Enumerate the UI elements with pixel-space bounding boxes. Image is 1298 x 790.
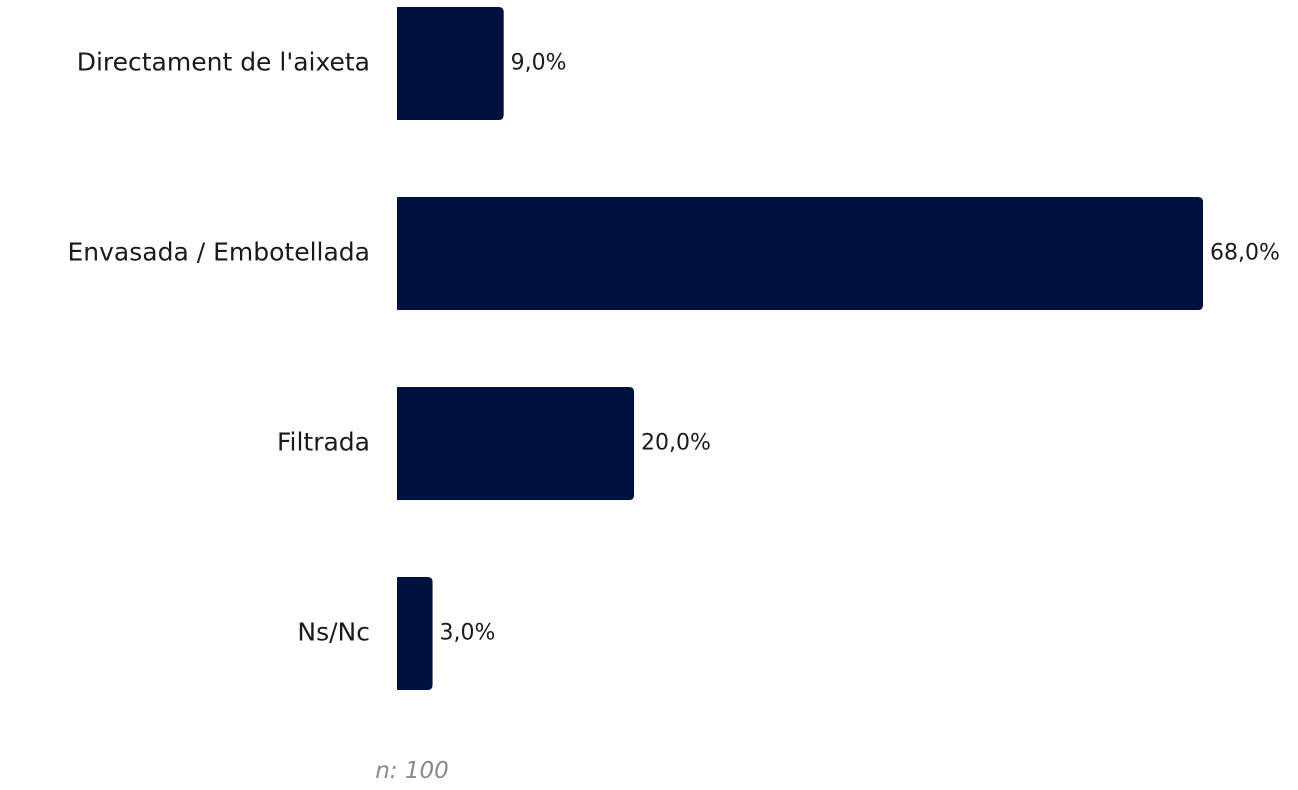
- category-label-ns-nc: Ns/Nc: [297, 618, 370, 647]
- category-label-envasada-embotellada: Envasada / Embotellada: [67, 238, 370, 267]
- bar-envasada-embotellada: [397, 197, 1203, 310]
- value-label-envasada-embotellada: 68,0%: [1210, 241, 1280, 266]
- bar-ns-nc: [397, 577, 433, 690]
- value-label-filtrada: 20,0%: [641, 431, 711, 456]
- bar-filtrada: [397, 387, 635, 500]
- sample-size-note: n: 100: [375, 758, 449, 784]
- category-label-filtrada: Filtrada: [277, 428, 370, 457]
- value-label-directament-de-l-aixeta: 9,0%: [511, 51, 567, 76]
- value-label-ns-nc: 3,0%: [440, 621, 496, 646]
- bar-directament-de-l-aixeta: [397, 7, 504, 120]
- category-label-directament-de-l-aixeta: Directament de l'aixeta: [77, 48, 370, 77]
